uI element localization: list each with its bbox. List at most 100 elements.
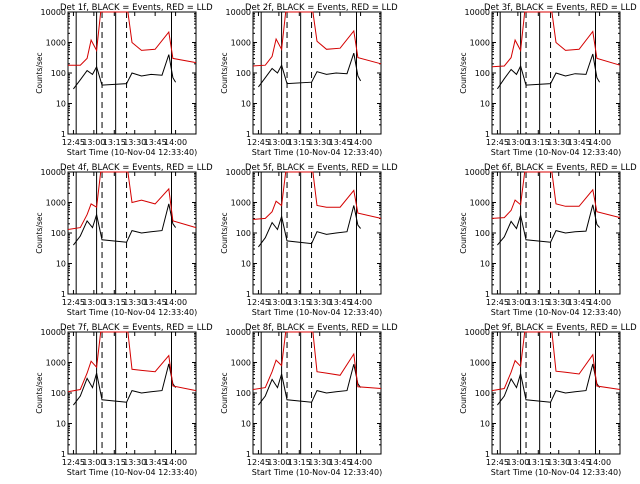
y-tick-label: 10: [56, 260, 66, 269]
x-axis-label: Start Time (10-Nov-04 12:33:40): [67, 308, 197, 317]
y-tick-label: 10: [56, 420, 66, 429]
x-tick-label: 14:00: [164, 298, 187, 307]
x-tick-label: 13:45: [329, 298, 352, 307]
x-axis-label: Start Time (10-Nov-04 12:33:40): [67, 468, 197, 477]
x-tick-label: 13:45: [144, 458, 167, 467]
y-tick-label: 1000: [231, 359, 251, 368]
x-tick-label: 13:45: [568, 138, 591, 147]
x-tick-label: 13:30: [308, 298, 331, 307]
x-tick-label: 13:00: [267, 458, 290, 467]
x-axis-label: Start Time (10-Nov-04 12:33:40): [252, 148, 382, 157]
x-tick-label: 13:45: [329, 458, 352, 467]
plot-frame: [491, 171, 621, 295]
plot-frame: [491, 331, 621, 455]
x-tick-label: 13:15: [288, 298, 311, 307]
panel-title: Det 3f, BLACK = Events, RED = LLD: [484, 3, 637, 13]
x-tick-label: 13:45: [144, 138, 167, 147]
x-tick-label: 14:00: [164, 458, 187, 467]
y-tick-label: 10000: [465, 168, 490, 177]
x-tick-label: 13:00: [82, 138, 105, 147]
y-tick-label: 1000: [470, 199, 490, 208]
plot-frame: [67, 171, 197, 295]
y-tick-label: 10000: [465, 328, 490, 337]
y-tick-label: 10: [480, 100, 490, 109]
x-tick-label: 13:00: [506, 138, 529, 147]
y-tick-label: 10000: [226, 168, 251, 177]
y-tick-label: 100: [51, 389, 66, 398]
plot-frame: [67, 331, 197, 455]
y-tick-label: 100: [236, 229, 251, 238]
y-tick-label: 100: [51, 69, 66, 78]
plot-frame: [252, 331, 382, 455]
x-tick-label: 13:30: [547, 458, 570, 467]
panel-8: Det 8f, BLACK = Events, RED = LLD 1 10 100 1…: [220, 323, 398, 477]
y-tick-label: 100: [236, 69, 251, 78]
x-tick-label: 13:15: [103, 458, 126, 467]
panel-title: Det 6f, BLACK = Events, RED = LLD: [484, 163, 637, 173]
x-tick-label: 13:30: [123, 138, 146, 147]
y-tick-label: 100: [475, 389, 490, 398]
x-tick-label: 13:15: [103, 298, 126, 307]
y-axis-label: Counts/sec: [35, 52, 44, 93]
y-tick-label: 1000: [470, 359, 490, 368]
x-tick-label: 14:00: [588, 458, 611, 467]
y-tick-label: 10000: [465, 8, 490, 17]
x-tick-label: 13:30: [547, 298, 570, 307]
x-tick-label: 13:15: [288, 138, 311, 147]
panel-2: Det 2f, BLACK = Events, RED = LLD 1 10 100 1…: [220, 3, 398, 157]
y-tick-label: 10: [56, 100, 66, 109]
x-tick-label: 14:00: [349, 138, 372, 147]
y-axis-label: Counts/sec: [220, 212, 229, 253]
y-axis-label: Counts/sec: [459, 52, 468, 93]
y-tick-label: 10000: [41, 8, 66, 17]
y-tick-label: 1000: [231, 199, 251, 208]
x-axis-label: Start Time (10-Nov-04 12:33:40): [491, 148, 621, 157]
x-tick-label: 13:30: [308, 458, 331, 467]
panel-7: Det 7f, BLACK = Events, RED = LLD 1 10 100 1…: [35, 323, 213, 477]
panel-4: Det 4f, BLACK = Events, RED = LLD 1 10 100 1…: [35, 163, 213, 317]
y-tick-label: 10000: [226, 328, 251, 337]
y-tick-label: 1: [485, 450, 490, 459]
x-axis-label: Start Time (10-Nov-04 12:33:40): [491, 468, 621, 477]
x-tick-label: 13:30: [308, 138, 331, 147]
events-series-line: [73, 203, 177, 246]
y-axis-label: Counts/sec: [220, 52, 229, 93]
y-tick-label: 10000: [226, 8, 251, 17]
plot-frame: [252, 171, 382, 295]
x-tick-label: 12:45: [247, 298, 270, 307]
x-tick-label: 14:00: [588, 298, 611, 307]
x-tick-label: 14:00: [349, 458, 372, 467]
panel-title: Det 8f, BLACK = Events, RED = LLD: [245, 323, 398, 333]
x-tick-label: 13:15: [527, 138, 550, 147]
y-axis-label: Counts/sec: [459, 212, 468, 253]
y-tick-label: 1000: [231, 39, 251, 48]
lld-series-line: [252, 171, 382, 220]
x-tick-label: 12:45: [62, 458, 85, 467]
x-tick-label: 13:00: [82, 458, 105, 467]
x-tick-label: 13:45: [329, 138, 352, 147]
x-tick-label: 13:00: [506, 298, 529, 307]
y-axis-label: Counts/sec: [220, 372, 229, 413]
x-tick-label: 13:15: [103, 138, 126, 147]
x-tick-label: 14:00: [349, 298, 372, 307]
events-series-line: [257, 52, 362, 88]
panel-1: Det 1f, BLACK = Events, RED = LLD 1 10 100 1…: [35, 3, 213, 157]
panel-6: Det 6f, BLACK = Events, RED = LLD 1 10 100 1…: [459, 163, 637, 317]
y-tick-label: 1: [246, 450, 251, 459]
events-series-line: [257, 205, 361, 248]
x-tick-label: 13:15: [288, 458, 311, 467]
x-tick-label: 13:45: [568, 298, 591, 307]
panel-title: Det 5f, BLACK = Events, RED = LLD: [245, 163, 398, 173]
y-tick-label: 1000: [46, 359, 66, 368]
y-tick-label: 1000: [46, 199, 66, 208]
x-tick-label: 13:00: [506, 458, 529, 467]
x-axis-label: Start Time (10-Nov-04 12:33:40): [252, 308, 382, 317]
x-tick-label: 13:30: [547, 138, 570, 147]
x-tick-label: 13:00: [267, 138, 290, 147]
x-tick-label: 13:45: [144, 298, 167, 307]
events-series-line: [258, 364, 362, 406]
x-tick-label: 14:00: [164, 138, 187, 147]
x-tick-label: 12:45: [486, 298, 509, 307]
y-tick-label: 1000: [470, 39, 490, 48]
y-tick-label: 10: [241, 420, 251, 429]
